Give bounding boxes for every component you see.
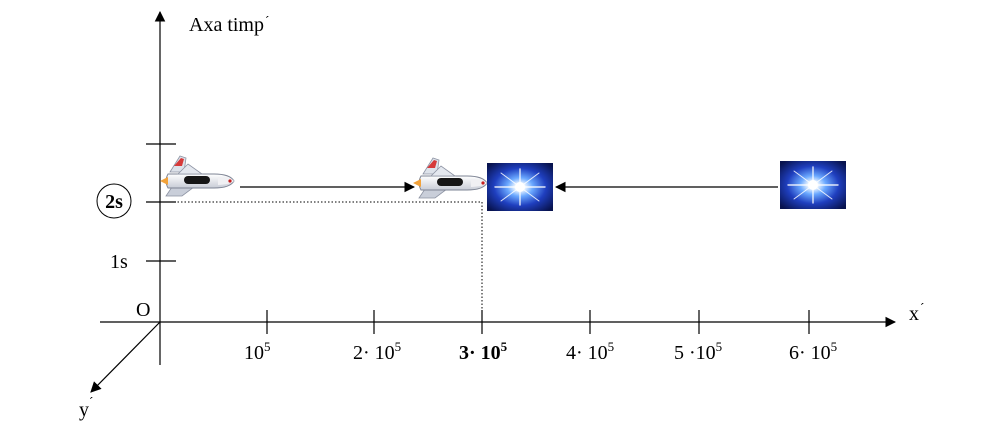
light-flash-icon xyxy=(779,160,847,210)
space-tick-label-1: 105 xyxy=(244,339,271,364)
x-axis-label: x´ xyxy=(909,300,924,325)
origin-label: O xyxy=(136,299,150,321)
space-shuttle-icon xyxy=(412,157,488,199)
time-tick-label-1s: 1s xyxy=(110,251,128,273)
space-tick-label-4: 4· 105 xyxy=(566,339,614,364)
event-guide-line xyxy=(160,201,483,322)
time-axis-label: Axa timp´ xyxy=(189,13,269,36)
y-axis xyxy=(90,321,161,393)
light-flash-icon xyxy=(486,162,554,212)
space-tick-label-5: 5 ·105 xyxy=(674,339,722,364)
time-highlight-circle xyxy=(96,183,132,219)
time-tick-label-2s: 2s xyxy=(105,191,123,213)
space-tick-label-2: 2· 105 xyxy=(353,339,401,364)
space-tick-label-3: 3· 105 xyxy=(459,339,508,364)
y-axis-label: y´ xyxy=(79,394,93,421)
space-shuttle-icon xyxy=(159,155,235,197)
space-tick-label-6: 6· 105 xyxy=(789,339,837,364)
